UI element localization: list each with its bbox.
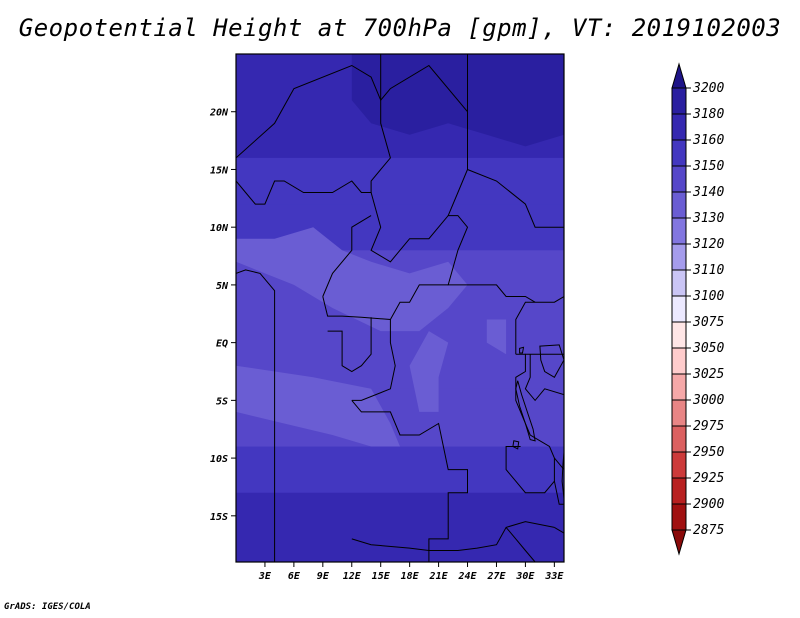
colorbar-label: 2950: [693, 445, 724, 460]
lon-tick-label: 3E: [258, 571, 272, 582]
colorbar-label: 3140: [692, 185, 724, 200]
latitude-axis: 20N 15N 10N 5N EQ 5S 10S 15S: [209, 108, 236, 523]
colorbar-segment: [671, 373, 687, 401]
colorbar-top-arrow: [671, 62, 687, 89]
country-borders: [236, 54, 564, 562]
lake-outline: [512, 440, 520, 450]
colorbar-segment: [671, 139, 687, 167]
border-line: [322, 296, 396, 401]
lake-outline: [515, 380, 536, 442]
lon-tick-label: 9E: [317, 571, 330, 582]
field-patch: [236, 227, 468, 332]
field-patch: [409, 331, 449, 412]
colorbar-segment: [671, 347, 687, 375]
colorbar-segment: [671, 269, 687, 297]
border-line: [515, 296, 564, 355]
colorbar-label: 3000: [692, 393, 724, 408]
lon-tick-label: 18E: [401, 571, 420, 582]
lon-tick-label: 24E: [457, 571, 477, 582]
border-line: [236, 269, 276, 562]
geopotential-field: [236, 54, 564, 562]
border-line: [351, 521, 555, 551]
border-line: [236, 64, 468, 159]
colorbar-label: 2975: [693, 419, 724, 434]
colorbar-segment: [671, 191, 687, 219]
lat-tick-label: 15S: [210, 512, 228, 523]
border-line: [553, 481, 564, 505]
border-line: [327, 317, 372, 373]
colorbar-label: 3110: [692, 263, 724, 278]
colorbar-segment: [671, 451, 687, 479]
chart-title: Geopotential Height at 700hPa [gpm], VT:…: [18, 14, 782, 42]
colorbar-label: 3075: [692, 315, 724, 330]
colorbar-label: 2875: [693, 523, 724, 538]
colorbar-label: 3100: [692, 289, 724, 304]
field-band: [236, 157, 564, 205]
border-line: [505, 527, 536, 562]
lake-outline: [519, 346, 525, 354]
lat-tick-label: 15N: [210, 165, 229, 176]
colorbar-segment: [671, 217, 687, 245]
field-band: [236, 492, 564, 562]
lat-tick-label: 10N: [210, 223, 229, 234]
colorbar-segment: [671, 243, 687, 271]
lake-outline: [561, 452, 564, 499]
lon-tick-label: 33E: [544, 571, 564, 582]
border-line: [370, 192, 536, 303]
colorbar-segment: [671, 113, 687, 141]
lat-tick-label: 10S: [210, 454, 228, 465]
lake-outline: [539, 344, 564, 378]
colorbar-segment: [671, 399, 687, 427]
longitude-axis: 3E 6E 9E 12E 15E 18E 21E 24E 27E 30E 33E: [258, 562, 564, 582]
field-band: [236, 446, 564, 494]
border-line: [505, 353, 555, 494]
border-line: [524, 354, 564, 402]
colorbar-label: 3050: [692, 341, 724, 356]
lon-tick-label: 15E: [372, 571, 391, 582]
lon-tick-label: 30E: [515, 571, 535, 582]
lon-tick-label: 6E: [288, 571, 301, 582]
border-line: [389, 284, 449, 320]
colorbar-label: 2925: [693, 471, 724, 486]
lat-tick-label: 5N: [216, 281, 229, 292]
border-line: [351, 400, 468, 562]
colorbar-label: 3025: [692, 367, 724, 382]
colorbar-label: 3180: [692, 107, 724, 122]
colorbar: 3200 3180 3160 3150 3140 3130 3120 3110 3100 3075…: [671, 62, 724, 556]
colorbar-label: 3200: [692, 81, 724, 96]
field-patch: [486, 319, 507, 355]
lon-tick-label: 12E: [343, 571, 362, 582]
colorbar-label: 3150: [692, 159, 724, 174]
border-line: [467, 169, 564, 228]
colorbar-label: 3160: [692, 133, 724, 148]
colorbar-segment: [671, 165, 687, 193]
colorbar-bottom-arrow: [671, 529, 687, 556]
field-patch: [236, 365, 400, 447]
colorbar-segment: [671, 503, 687, 531]
lon-tick-label: 21E: [429, 571, 449, 582]
lon-tick-label: 27E: [486, 571, 506, 582]
colorbar-label: 2900: [693, 497, 724, 512]
border-line: [322, 215, 372, 297]
lat-tick-label: 20N: [209, 108, 229, 119]
colorbar-segment: [671, 425, 687, 453]
grads-credit: GrADS: IGES/COLA: [4, 602, 91, 612]
border-line: [236, 54, 391, 205]
colorbar-segment: [671, 295, 687, 323]
colorbar-segment: [671, 477, 687, 505]
border-line: [554, 526, 564, 534]
lat-tick-label: EQ: [216, 339, 228, 350]
colorbar-segment: [671, 87, 687, 115]
colorbar-label: 3120: [692, 237, 724, 252]
colorbar-segment: [671, 321, 687, 349]
map-frame: [235, 53, 565, 563]
colorbar-label: 3130: [692, 211, 724, 226]
lat-tick-label: 5S: [216, 396, 228, 407]
